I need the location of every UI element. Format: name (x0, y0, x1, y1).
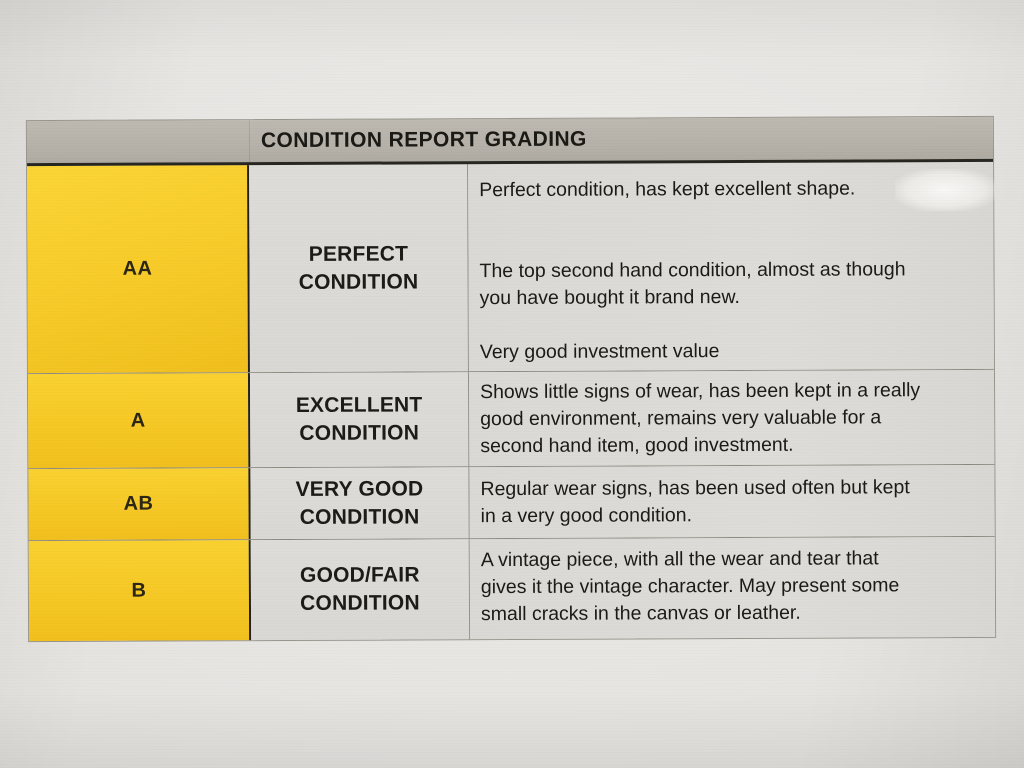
grade-label-cell: VERY GOOD CONDITION (250, 467, 470, 540)
grade-code-cell: AA (27, 165, 250, 374)
grade-code-cell: A (27, 373, 251, 469)
grade-description-cell: Shows little signs of wear, has been kep… (468, 369, 995, 467)
table-row-ab: AB VERY GOOD CONDITION Regular wear sign… (28, 464, 995, 542)
grade-description-cell: Regular wear signs, has been used often … (469, 464, 995, 539)
condition-grading-table: CONDITION REPORT GRADING AA PERFECT COND… (25, 115, 997, 643)
grade-code-cell: B (28, 540, 252, 642)
table-row-b: B GOOD/FAIR CONDITION A vintage piece, w… (28, 536, 996, 642)
grade-code-cell: AB (28, 468, 251, 541)
table-title: CONDITION REPORT GRADING (260, 127, 587, 153)
table-header-row: CONDITION REPORT GRADING (26, 116, 994, 167)
table-row-aa: AA PERFECT CONDITION Perfect condition, … (27, 161, 994, 375)
grade-label-cell: PERFECT CONDITION (249, 164, 469, 373)
grade-description-cell: A vintage piece, with all the wear and t… (469, 536, 996, 640)
table-row-a: A EXCELLENT CONDITION Shows little signs… (27, 369, 995, 470)
grade-label-cell: GOOD/FAIR CONDITION (250, 539, 471, 641)
grade-label-cell: EXCELLENT CONDITION (249, 372, 470, 468)
grade-description-cell: Perfect condition, has kept excellent sh… (468, 161, 994, 372)
